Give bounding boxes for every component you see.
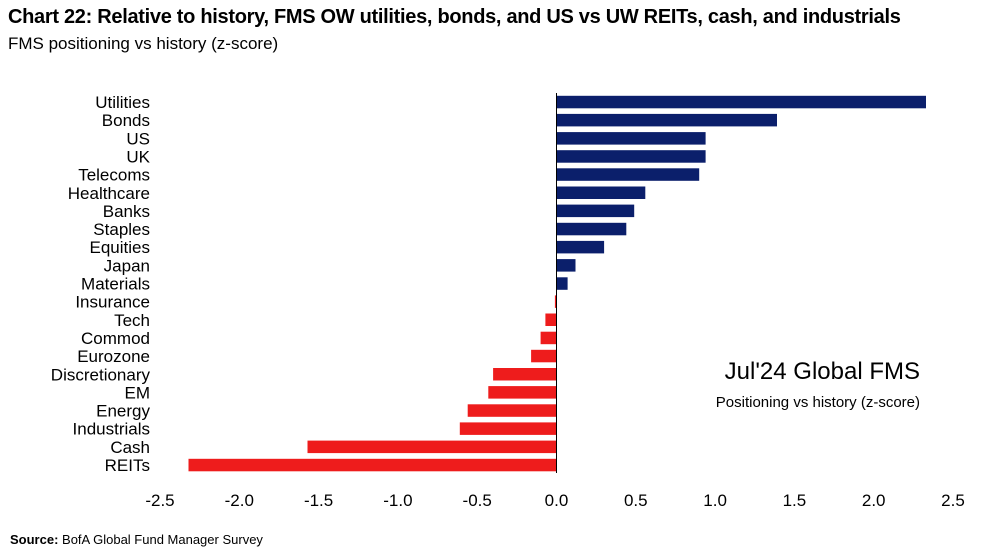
category-label: Bonds [102, 111, 150, 130]
category-label: Materials [81, 275, 150, 294]
source-text: BofA Global Fund Manager Survey [62, 532, 263, 547]
bar-us [556, 132, 706, 145]
x-tick-label: 0.5 [624, 491, 648, 510]
annotation-title: Jul'24 Global FMS [724, 358, 920, 385]
x-tick-label: 2.0 [862, 491, 886, 510]
bar-healthcare [556, 186, 646, 199]
category-label: Healthcare [68, 184, 150, 203]
x-tick-label: 1.5 [783, 491, 807, 510]
bar-energy [467, 404, 557, 417]
x-tick-label: -1.5 [304, 491, 333, 510]
category-label: Banks [103, 202, 150, 221]
x-tick-label: -1.0 [383, 491, 412, 510]
bar-telecoms [556, 168, 700, 181]
category-label: Insurance [75, 293, 150, 312]
bar-uk [556, 150, 706, 163]
category-label: Industrials [73, 420, 150, 439]
x-tick-label: -2.0 [225, 491, 254, 510]
category-label: Staples [93, 220, 150, 239]
bar-tech [545, 313, 557, 326]
category-label: Equities [90, 238, 150, 257]
category-label: REITs [105, 456, 150, 475]
bar-reits [188, 458, 557, 472]
x-tick-label: -0.5 [463, 491, 492, 510]
category-label: Commod [81, 329, 150, 348]
bar-bonds [556, 113, 777, 127]
category-label: UK [126, 147, 150, 166]
annotation-subtitle: Positioning vs history (z-score) [715, 394, 920, 411]
bar-cash [307, 440, 557, 454]
category-label: Utilities [95, 93, 150, 112]
bar-eurozone [531, 349, 557, 363]
bar-em [488, 386, 557, 399]
bar-materials [556, 277, 568, 290]
x-tick-label: 0.0 [545, 491, 569, 510]
x-tick-label: 1.0 [703, 491, 727, 510]
category-label: Telecoms [78, 166, 150, 185]
category-label: Tech [114, 311, 150, 330]
bar-utilities [556, 95, 926, 109]
bar-staples [556, 222, 627, 236]
chart-title: Chart 22: Relative to history, FMS OW ut… [8, 6, 901, 28]
category-label: US [126, 129, 150, 148]
chart-subtitle: FMS positioning vs history (z-score) [8, 34, 279, 53]
category-label: Energy [96, 402, 150, 421]
category-label: EM [125, 383, 151, 402]
x-tick-label: 2.5 [941, 491, 965, 510]
bar-industrials [459, 422, 557, 435]
bar-insurance [554, 295, 557, 308]
bar-banks [556, 204, 635, 218]
category-label: Eurozone [77, 347, 150, 366]
bar-japan [556, 259, 576, 272]
category-label: Cash [110, 438, 150, 457]
bar-commod [540, 331, 557, 345]
x-tick-labels: -2.5 -2.0 -1.5 -1.0 -0.5 0.0 0.5 1.0 1.5 2.0 2.5 [145, 491, 964, 510]
bar-equities [556, 240, 605, 254]
source-note: Source: BofA Global Fund Manager Survey [10, 532, 263, 547]
category-labels: UtilitiesBondsUSUKTelecomsHealthcareBank… [51, 93, 151, 475]
category-label: Discretionary [51, 365, 151, 384]
category-label: Japan [104, 256, 150, 275]
source-label: Source: [10, 532, 59, 547]
bar-discretionary [493, 368, 557, 381]
bars-group [188, 95, 926, 472]
x-tick-label: -2.5 [145, 491, 174, 510]
